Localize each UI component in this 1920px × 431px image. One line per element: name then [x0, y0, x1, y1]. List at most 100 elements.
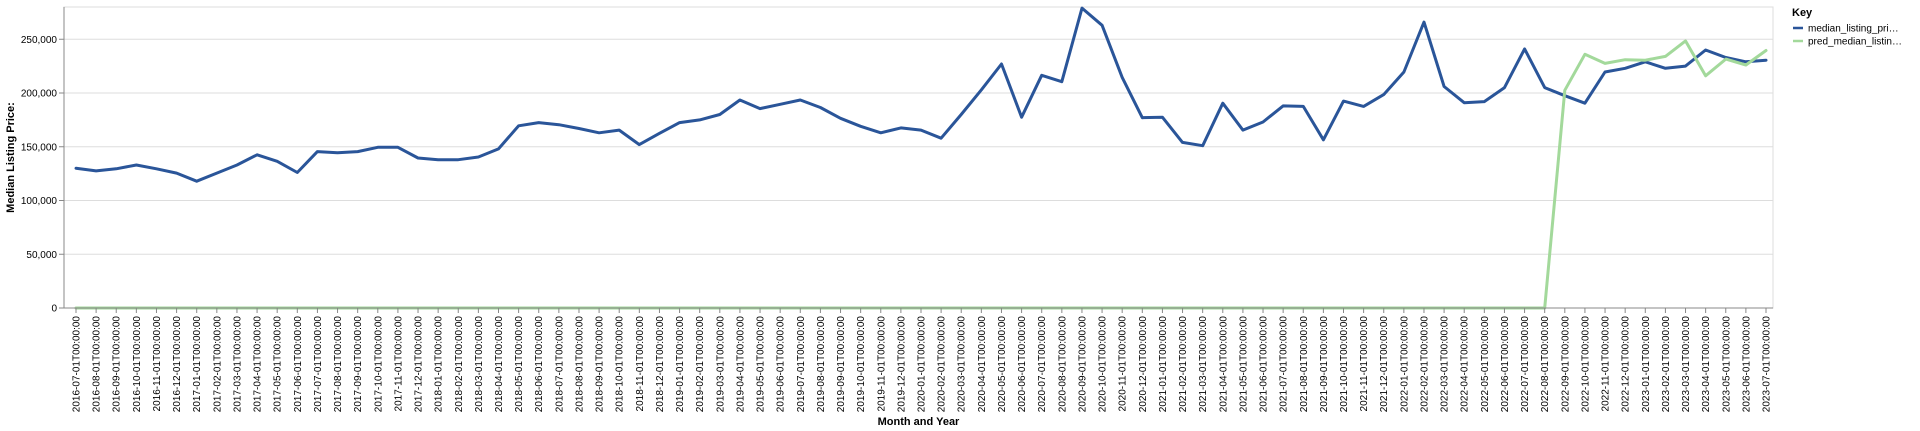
- x-tick-label: 2019-04-01T00:00:00: [735, 316, 746, 413]
- x-tick-label: 2022-07-01T00:00:00: [1520, 316, 1531, 413]
- x-tick-label: 2022-05-01T00:00:00: [1480, 316, 1491, 413]
- x-tick-label: 2021-02-01T00:00:00: [1178, 316, 1189, 413]
- x-tick-label: 2020-03-01T00:00:00: [957, 316, 968, 413]
- x-axis: 2016-07-01T00:00:00 2016-08-01T00:00:00 20…: [64, 307, 1773, 413]
- plot-frame: [63, 6, 1774, 309]
- x-tick-label: 2016-10-01T00:00:00: [132, 316, 143, 413]
- x-tick-label: 2019-07-01T00:00:00: [796, 316, 807, 413]
- x-tick-label: 2018-01-01T00:00:00: [434, 316, 445, 413]
- x-tick-label: 2022-03-01T00:00:00: [1440, 316, 1451, 413]
- legend: Key median_listing_pri… pred_median_listi…: [1792, 7, 1902, 48]
- x-tick-label: 2021-05-01T00:00:00: [1238, 316, 1249, 413]
- x-tick-label: 2020-10-01T00:00:00: [1098, 316, 1109, 413]
- x-tick-label: 2019-08-01T00:00:00: [816, 316, 827, 413]
- x-tick-label: 2022-04-01T00:00:00: [1460, 316, 1471, 413]
- x-tick-label: 2018-09-01T00:00:00: [595, 316, 606, 413]
- x-tick-label: 2020-02-01T00:00:00: [937, 316, 948, 413]
- x-tick-label: 2022-06-01T00:00:00: [1500, 316, 1511, 413]
- x-tick-label: 2018-12-01T00:00:00: [655, 316, 666, 413]
- x-tick-label: 2021-03-01T00:00:00: [1198, 316, 1209, 413]
- x-tick-label: 2018-11-01T00:00:00: [635, 316, 646, 412]
- x-tick-label: 2021-04-01T00:00:00: [1218, 316, 1229, 413]
- series-line-1: [74, 6, 1768, 183]
- x-tick-label: 2020-11-01T00:00:00: [1118, 316, 1129, 412]
- x-tick-label: 2017-01-01T00:00:00: [192, 316, 203, 413]
- grid-lines: [64, 38, 1773, 309]
- legend-title: Key: [1792, 7, 1813, 19]
- x-tick-label: 2017-02-01T00:00:00: [212, 316, 223, 413]
- x-tick-label: 2019-05-01T00:00:00: [756, 316, 767, 413]
- x-tick-label: 2019-11-01T00:00:00: [876, 316, 887, 412]
- x-tick-label: 2020-08-01T00:00:00: [1057, 316, 1068, 413]
- x-tick-label: 2017-11-01T00:00:00: [393, 316, 404, 412]
- x-tick-label: 2020-05-01T00:00:00: [997, 316, 1008, 413]
- x-tick-label: 2022-10-01T00:00:00: [1580, 316, 1591, 413]
- y-tick-label: 250,000: [21, 35, 58, 46]
- x-tick-label: 2016-08-01T00:00:00: [92, 316, 103, 413]
- series-layer: [74, 6, 1768, 310]
- x-tick-label: 2020-07-01T00:00:00: [1037, 316, 1048, 413]
- x-tick-label: 2019-06-01T00:00:00: [776, 316, 787, 413]
- y-axis-title: Median Listing Price:: [5, 102, 17, 213]
- plot-border: [63, 6, 1774, 309]
- legend-label-1: median_listing_pri…: [1808, 24, 1899, 35]
- x-tick-label: 2018-07-01T00:00:00: [554, 316, 565, 413]
- x-tick-label: 2021-10-01T00:00:00: [1339, 316, 1350, 413]
- x-tick-label: 2019-01-01T00:00:00: [675, 316, 686, 413]
- x-tick-label: 2022-11-01T00:00:00: [1601, 316, 1612, 412]
- x-tick-label: 2021-09-01T00:00:00: [1319, 316, 1330, 413]
- x-tick-label: 2022-09-01T00:00:00: [1560, 316, 1571, 413]
- x-tick-label: 2023-04-01T00:00:00: [1701, 316, 1712, 413]
- y-tick-label: 150,000: [21, 142, 58, 153]
- x-tick-label: 2021-01-01T00:00:00: [1158, 316, 1169, 413]
- x-tick-label: 2017-12-01T00:00:00: [414, 316, 425, 413]
- x-tick-label: 2021-06-01T00:00:00: [1259, 316, 1270, 413]
- x-tick-label: 2023-06-01T00:00:00: [1741, 316, 1752, 413]
- x-tick-label: 2017-07-01T00:00:00: [313, 316, 324, 413]
- x-tick-label: 2018-03-01T00:00:00: [474, 316, 485, 413]
- x-tick-label: 2022-08-01T00:00:00: [1540, 316, 1551, 413]
- x-tick-label: 2018-02-01T00:00:00: [454, 316, 465, 413]
- y-tick-label: 0: [51, 304, 57, 315]
- x-tick-label: 2019-03-01T00:00:00: [715, 316, 726, 413]
- x-tick-label: 2019-02-01T00:00:00: [695, 316, 706, 413]
- x-tick-label: 2020-06-01T00:00:00: [1017, 316, 1028, 413]
- x-tick-label: 2022-02-01T00:00:00: [1419, 316, 1430, 413]
- x-tick-label: 2023-03-01T00:00:00: [1681, 316, 1692, 413]
- x-tick-label: 2017-05-01T00:00:00: [273, 316, 284, 413]
- x-tick-label: 2020-01-01T00:00:00: [917, 316, 928, 413]
- x-tick-label: 2021-12-01T00:00:00: [1379, 316, 1390, 413]
- y-axis: 0 50,000 100,000 150,000 200,000 250,000: [21, 7, 65, 315]
- x-tick-label: 2022-01-01T00:00:00: [1399, 316, 1410, 413]
- y-tick-label: 100,000: [21, 196, 58, 207]
- x-tick-label: 2017-06-01T00:00:00: [293, 316, 304, 413]
- x-tick-label: 2022-12-01T00:00:00: [1621, 316, 1632, 413]
- x-tick-label: 2018-10-01T00:00:00: [615, 316, 626, 413]
- x-tick-label: 2023-07-01T00:00:00: [1762, 316, 1773, 413]
- x-tick-label: 2021-07-01T00:00:00: [1279, 316, 1290, 413]
- legend-label-2: pred_median_listin…: [1808, 37, 1902, 48]
- x-tick-label: 2018-06-01T00:00:00: [534, 316, 545, 413]
- x-tick-label: 2017-04-01T00:00:00: [253, 316, 264, 413]
- x-tick-label: 2016-11-01T00:00:00: [152, 316, 163, 412]
- x-tick-label: 2020-12-01T00:00:00: [1138, 316, 1149, 413]
- x-tick-label: 2019-10-01T00:00:00: [856, 316, 867, 413]
- x-tick-label: 2018-05-01T00:00:00: [514, 316, 525, 413]
- x-axis-title: Month and Year: [878, 416, 960, 428]
- x-tick-label: 2018-08-01T00:00:00: [574, 316, 585, 413]
- x-tick-label: 2023-05-01T00:00:00: [1721, 316, 1732, 413]
- series-line-2: [74, 39, 1768, 310]
- x-tick-label: 2021-08-01T00:00:00: [1299, 316, 1310, 413]
- x-tick-label: 2016-09-01T00:00:00: [112, 316, 123, 413]
- x-tick-label: 2023-02-01T00:00:00: [1661, 316, 1672, 413]
- x-tick-label: 2016-12-01T00:00:00: [172, 316, 183, 413]
- x-tick-label: 2016-07-01T00:00:00: [72, 316, 83, 413]
- x-tick-label: 2018-04-01T00:00:00: [494, 316, 505, 413]
- x-tick-label: 2017-08-01T00:00:00: [333, 316, 344, 413]
- x-tick-label: 2017-10-01T00:00:00: [373, 316, 384, 413]
- y-tick-label: 50,000: [26, 250, 57, 261]
- x-tick-label: 2019-09-01T00:00:00: [836, 316, 847, 413]
- x-tick-label: 2023-01-01T00:00:00: [1641, 316, 1652, 413]
- x-tick-label: 2020-04-01T00:00:00: [977, 316, 988, 413]
